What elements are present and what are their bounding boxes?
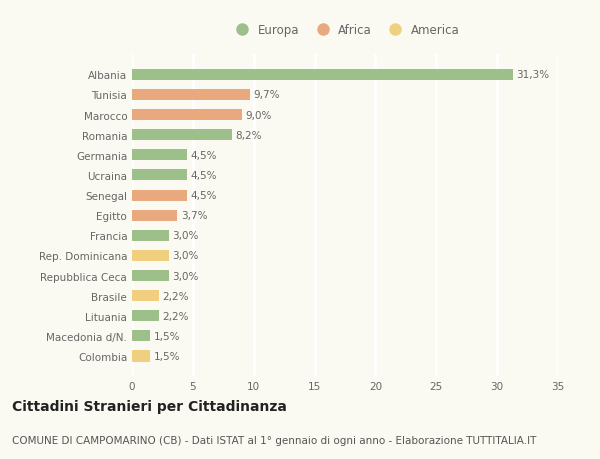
Bar: [132, 291, 159, 302]
Text: 3,0%: 3,0%: [172, 251, 199, 261]
Bar: [132, 170, 187, 181]
Bar: [132, 270, 169, 281]
Text: 9,7%: 9,7%: [254, 90, 280, 100]
Text: 1,5%: 1,5%: [154, 331, 181, 341]
Text: 1,5%: 1,5%: [154, 351, 181, 361]
Text: 3,0%: 3,0%: [172, 231, 199, 241]
Bar: [132, 330, 150, 341]
Text: 4,5%: 4,5%: [190, 171, 217, 180]
Bar: [132, 351, 150, 362]
Text: 8,2%: 8,2%: [235, 130, 262, 140]
Text: 4,5%: 4,5%: [190, 190, 217, 201]
Bar: [132, 230, 169, 241]
Bar: [132, 210, 177, 221]
Bar: [132, 150, 187, 161]
Bar: [132, 190, 187, 201]
Bar: [132, 70, 513, 81]
Bar: [132, 311, 159, 322]
Legend: Europa, Africa, America: Europa, Africa, America: [226, 19, 464, 42]
Text: 2,2%: 2,2%: [163, 311, 189, 321]
Bar: [132, 90, 250, 101]
Text: 9,0%: 9,0%: [245, 110, 272, 120]
Text: COMUNE DI CAMPOMARINO (CB) - Dati ISTAT al 1° gennaio di ogni anno - Elaborazion: COMUNE DI CAMPOMARINO (CB) - Dati ISTAT …: [12, 435, 536, 445]
Bar: [132, 250, 169, 262]
Text: 3,7%: 3,7%: [181, 211, 207, 221]
Text: 2,2%: 2,2%: [163, 291, 189, 301]
Text: 31,3%: 31,3%: [517, 70, 550, 80]
Bar: [132, 130, 232, 141]
Text: 4,5%: 4,5%: [190, 151, 217, 161]
Text: Cittadini Stranieri per Cittadinanza: Cittadini Stranieri per Cittadinanza: [12, 399, 287, 413]
Text: 3,0%: 3,0%: [172, 271, 199, 281]
Bar: [132, 110, 242, 121]
